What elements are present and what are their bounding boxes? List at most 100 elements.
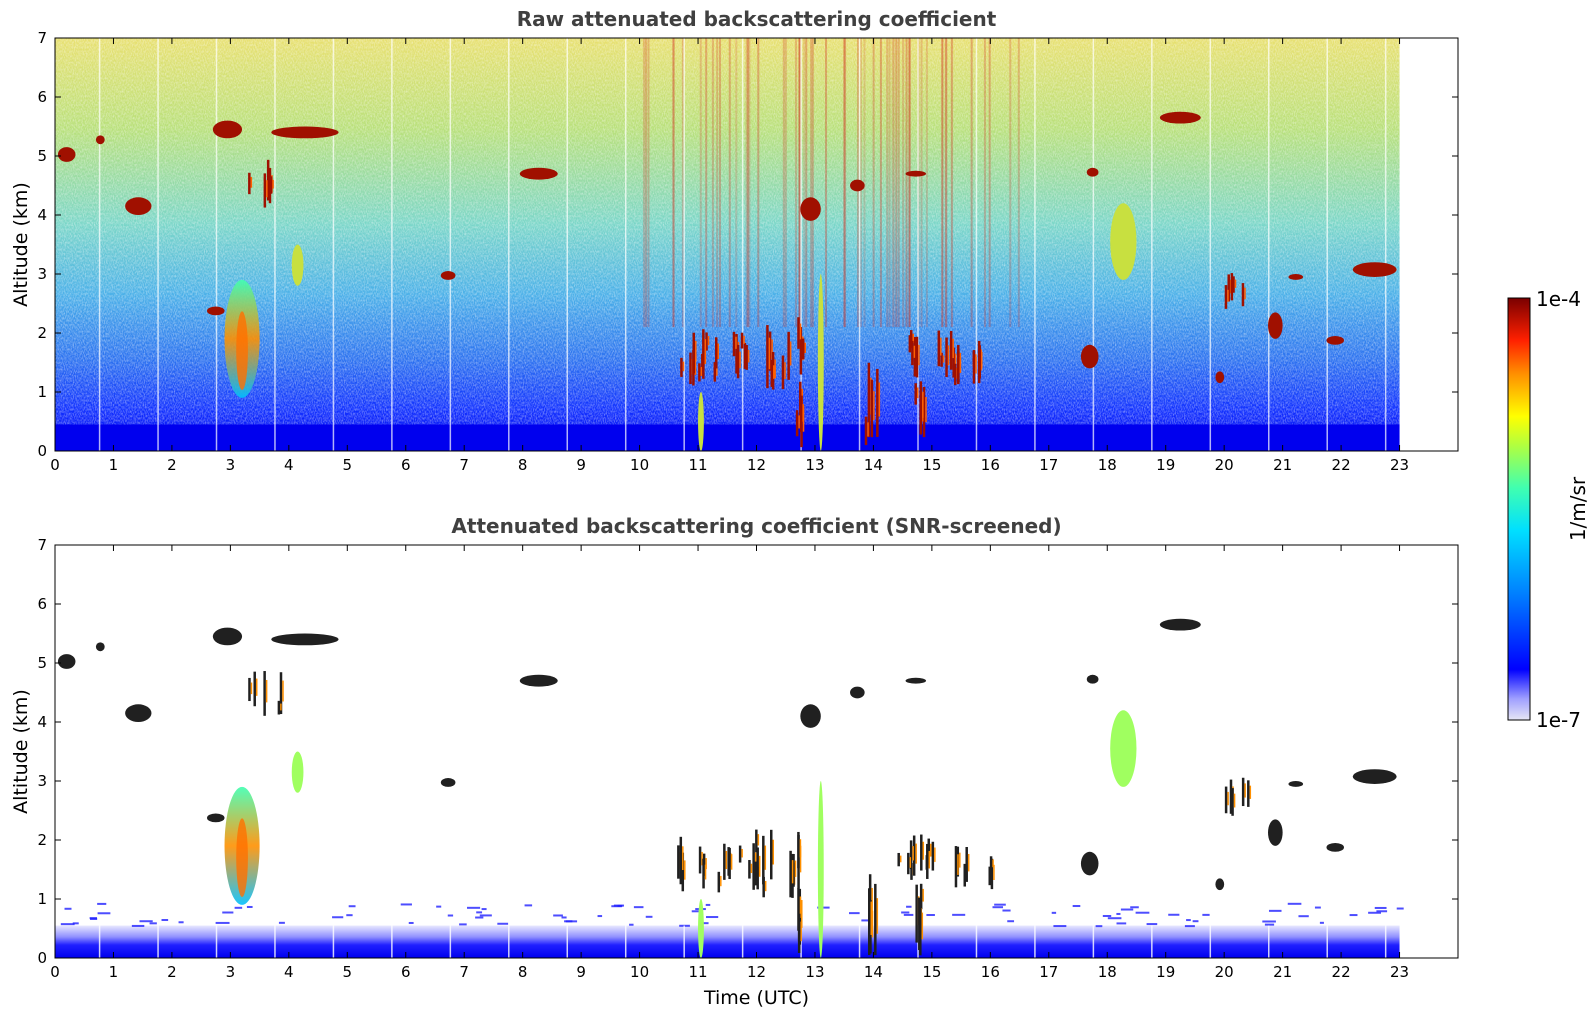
data-gap [1092, 925, 1095, 958]
bl-speckle [72, 922, 79, 925]
bl-speckle [348, 905, 356, 908]
cloud-layer [800, 704, 821, 728]
cloud-layer [440, 271, 456, 280]
x-tick-label: 12 [747, 456, 766, 474]
x-tick-label: 16 [981, 456, 1000, 474]
cloud-streak-edge [265, 679, 268, 703]
cloud-streak [248, 172, 251, 195]
cloud-layer [1159, 618, 1201, 631]
cloud-streak-edge [916, 387, 919, 399]
cloud-streak-edge [1244, 287, 1246, 300]
noise-streak [908, 38, 911, 328]
noise-streak [983, 38, 986, 328]
y-tick-label: 5 [37, 147, 47, 165]
cloud-layer [800, 197, 821, 221]
cloud-streak-edge [909, 857, 912, 868]
cloud-streak-edge [878, 382, 881, 417]
cloud-streak-edge [773, 365, 775, 379]
bl-speckle [1053, 925, 1067, 928]
y-tick-label: 2 [37, 831, 47, 849]
bl-speckle [400, 903, 412, 906]
bl-speckle [1168, 913, 1180, 916]
noise-streak [794, 38, 797, 328]
cloud-streak [954, 363, 957, 386]
cloud-streak [1241, 777, 1245, 807]
cloud-streak [972, 350, 976, 384]
cloud-streak [914, 383, 917, 405]
cloud-streak-edge [735, 336, 737, 349]
x-axis-raw: 0 1 2 3 4 5 6 7 8 9 10 11 12 13 14 15 16 17 18 19 20 21 22 23 [50, 38, 1409, 474]
data-gap [215, 925, 218, 958]
cloud-streak [797, 317, 800, 349]
x-tick-label: 3 [226, 456, 236, 474]
noise-streak [843, 38, 846, 328]
cloud-streak-edge [774, 359, 776, 379]
cloud-streak [799, 397, 803, 433]
cloud-layer [212, 627, 243, 646]
x-tick-label: 2 [167, 456, 177, 474]
bl-speckle [1102, 914, 1112, 917]
cloud-streak [766, 325, 769, 389]
bl-speckle [459, 923, 467, 926]
cloud-streak-edge [695, 340, 697, 362]
data-gap [1092, 38, 1095, 451]
noise-streak [782, 38, 785, 328]
x-axis-screened: 0 1 2 3 4 5 6 7 8 9 10 11 12 13 14 15 16 17 18 19 20 21 22 23 [50, 545, 1409, 981]
bl-speckle [1262, 920, 1276, 923]
cloud-streak-edge [993, 864, 995, 880]
noise-streak [970, 38, 973, 328]
cloud-streak-edge [684, 860, 686, 880]
cloud-streak-edge [716, 366, 718, 376]
noise-streak [945, 38, 948, 328]
cloud-streak [952, 347, 955, 378]
cloud-streak-edge [682, 361, 685, 372]
y-tick-label: 6 [37, 88, 47, 106]
cloud-layer [125, 704, 152, 723]
x-tick-label: 2 [167, 963, 177, 981]
cloud-streak [702, 858, 705, 889]
cloud-layer [1215, 371, 1225, 384]
cloud-streak-edge [768, 337, 771, 370]
cloud-streak-edge [959, 356, 962, 373]
noise-overlay [55, 38, 1400, 451]
cloud-streak-edge [255, 678, 258, 696]
data-gap [741, 925, 744, 958]
cloud-streak-edge [870, 901, 873, 935]
x-tick-label: 15 [922, 963, 941, 981]
cloud-streak [799, 327, 803, 375]
y-axis-raw: 0 1 2 3 4 5 6 7 [37, 29, 1458, 460]
cloud-streak [692, 332, 696, 374]
noise-streak [784, 38, 787, 328]
x-axis-label: Time (UTC) [703, 987, 809, 1009]
cloud-layer [57, 654, 76, 669]
cloud-streak [907, 852, 910, 875]
cloud-streak [940, 352, 943, 367]
cloud-streak [919, 381, 923, 434]
bl-speckle [215, 921, 230, 924]
cloud-streak-edge [747, 349, 750, 363]
cloud-streak-edge [912, 333, 914, 343]
cloud-streak-edge [915, 843, 917, 864]
bl-speckle [705, 903, 711, 906]
cloud-streak-edge [947, 345, 950, 366]
cloud-streak [770, 829, 773, 880]
noise-streak [728, 38, 731, 328]
cloud-streak [756, 847, 759, 890]
noise-streak [681, 38, 684, 328]
data-gap [157, 38, 159, 451]
noise-streak [798, 38, 801, 328]
data-gap [274, 38, 276, 451]
data-gap [1209, 925, 1212, 958]
noise-streak [872, 38, 875, 328]
cloud-layer [125, 197, 152, 215]
cloud-streak [679, 836, 683, 885]
x-tick-label: 12 [747, 963, 766, 981]
cloud-layer [1326, 335, 1345, 345]
cloud-streak-edge [704, 339, 707, 364]
y-tick-label: 6 [37, 595, 47, 613]
data-gap [1268, 38, 1270, 451]
bl-speckle [1349, 914, 1358, 917]
y-axis-screened: 0 1 2 3 4 5 6 7 [37, 536, 1458, 967]
noise-streak [798, 38, 801, 328]
cloud-streak-edge [867, 422, 869, 437]
